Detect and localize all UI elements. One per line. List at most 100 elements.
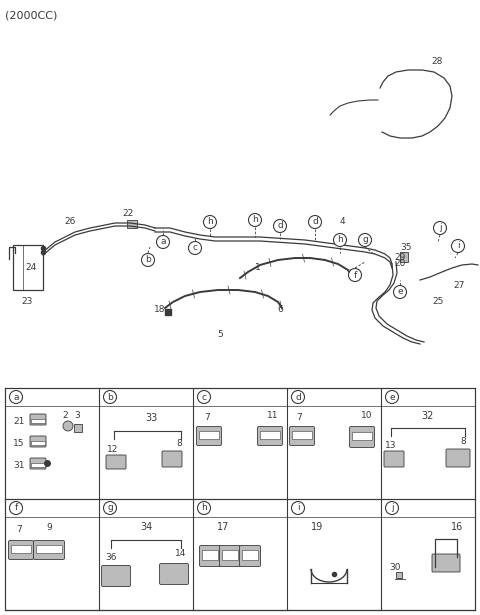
Text: 27: 27 xyxy=(453,280,464,290)
FancyBboxPatch shape xyxy=(240,546,261,566)
Text: g: g xyxy=(107,504,113,512)
Circle shape xyxy=(348,269,361,282)
Circle shape xyxy=(309,215,322,229)
Circle shape xyxy=(197,501,211,515)
Text: 35: 35 xyxy=(400,244,411,253)
Bar xyxy=(36,545,62,553)
Text: 15: 15 xyxy=(13,440,24,448)
FancyBboxPatch shape xyxy=(106,455,126,469)
Text: c: c xyxy=(192,244,197,253)
Text: h: h xyxy=(207,218,213,226)
Text: 29: 29 xyxy=(394,253,406,261)
Text: 4: 4 xyxy=(339,218,345,226)
Circle shape xyxy=(142,253,155,266)
Bar xyxy=(352,432,372,440)
Text: 1: 1 xyxy=(255,263,261,272)
FancyBboxPatch shape xyxy=(159,563,189,584)
Text: f: f xyxy=(14,504,18,512)
Text: 7: 7 xyxy=(16,525,22,533)
Text: j: j xyxy=(391,504,393,512)
Text: 7: 7 xyxy=(204,413,210,423)
Circle shape xyxy=(291,391,304,403)
Bar xyxy=(400,252,408,262)
Text: 11: 11 xyxy=(267,411,279,421)
Text: 31: 31 xyxy=(13,461,24,470)
Circle shape xyxy=(385,501,398,515)
Circle shape xyxy=(274,220,287,232)
FancyBboxPatch shape xyxy=(446,449,470,467)
Text: 32: 32 xyxy=(422,411,434,421)
Text: 20: 20 xyxy=(394,260,406,269)
FancyBboxPatch shape xyxy=(257,426,283,445)
Text: h: h xyxy=(337,236,343,245)
FancyBboxPatch shape xyxy=(200,546,220,566)
Bar xyxy=(260,431,280,439)
Circle shape xyxy=(249,213,262,226)
Bar xyxy=(202,550,218,560)
Bar xyxy=(13,245,43,290)
Text: 6: 6 xyxy=(277,306,283,314)
Text: 2: 2 xyxy=(62,411,68,421)
Bar xyxy=(31,419,45,423)
Text: 17: 17 xyxy=(217,522,229,532)
Circle shape xyxy=(10,391,23,403)
Text: 13: 13 xyxy=(385,442,397,451)
Circle shape xyxy=(433,221,446,234)
Text: h: h xyxy=(252,215,258,224)
Circle shape xyxy=(104,501,117,515)
Circle shape xyxy=(63,421,73,431)
Text: 22: 22 xyxy=(122,209,133,218)
Circle shape xyxy=(452,239,465,253)
Bar xyxy=(11,545,31,553)
Text: 28: 28 xyxy=(432,57,443,66)
Bar xyxy=(31,441,45,445)
Circle shape xyxy=(197,391,211,403)
Text: i: i xyxy=(456,242,459,250)
FancyBboxPatch shape xyxy=(30,458,46,469)
Circle shape xyxy=(156,236,169,248)
Text: 36: 36 xyxy=(105,552,117,561)
Circle shape xyxy=(334,234,347,247)
Text: 30: 30 xyxy=(389,563,401,571)
Bar xyxy=(127,220,137,228)
Text: e: e xyxy=(397,287,403,296)
Text: 18: 18 xyxy=(154,305,166,314)
Text: 9: 9 xyxy=(46,523,52,531)
Text: 33: 33 xyxy=(145,413,157,423)
Bar xyxy=(31,463,45,467)
Bar xyxy=(222,550,238,560)
Text: 34: 34 xyxy=(140,522,152,532)
Circle shape xyxy=(10,501,23,515)
Text: d: d xyxy=(295,392,301,402)
Text: 26: 26 xyxy=(64,217,76,226)
Text: 5: 5 xyxy=(217,330,223,339)
FancyBboxPatch shape xyxy=(289,426,314,445)
Text: f: f xyxy=(353,271,357,279)
Text: 25: 25 xyxy=(432,298,444,306)
FancyBboxPatch shape xyxy=(349,426,374,448)
Text: 12: 12 xyxy=(108,445,119,453)
Circle shape xyxy=(189,242,202,255)
Text: i: i xyxy=(297,504,300,512)
Circle shape xyxy=(394,285,407,298)
Text: b: b xyxy=(145,255,151,264)
Text: 7: 7 xyxy=(296,413,302,423)
Bar xyxy=(242,550,258,560)
FancyBboxPatch shape xyxy=(196,426,221,445)
Bar xyxy=(292,431,312,439)
Text: g: g xyxy=(362,236,368,245)
Text: h: h xyxy=(201,504,207,512)
Text: a: a xyxy=(160,237,166,247)
Text: 16: 16 xyxy=(451,522,463,532)
Text: a: a xyxy=(13,392,19,402)
Bar xyxy=(199,431,219,439)
Bar xyxy=(5,388,475,610)
Text: 8: 8 xyxy=(460,437,466,446)
Text: 3: 3 xyxy=(74,411,80,421)
Circle shape xyxy=(104,391,117,403)
FancyBboxPatch shape xyxy=(30,436,46,447)
Circle shape xyxy=(359,234,372,247)
Circle shape xyxy=(385,391,398,403)
FancyBboxPatch shape xyxy=(219,546,240,566)
Text: 10: 10 xyxy=(361,411,373,421)
